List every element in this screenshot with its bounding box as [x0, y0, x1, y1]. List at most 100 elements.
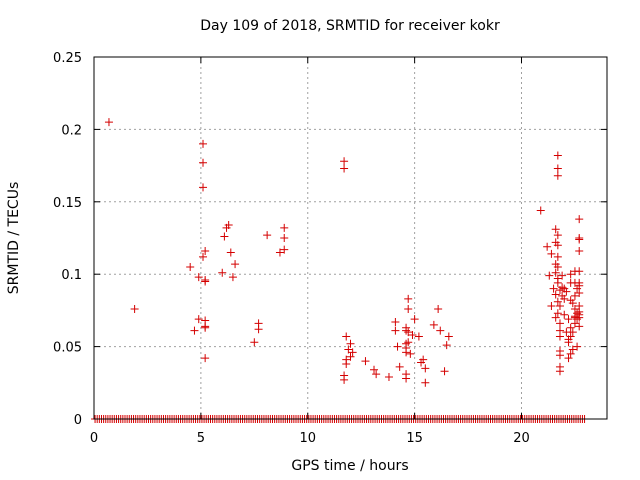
data-point: [404, 304, 413, 313]
data-point: [547, 302, 556, 311]
chart-title: Day 109 of 2018, SRMTID for receiver kok…: [200, 18, 500, 34]
data-point: [545, 271, 554, 280]
data-point: [562, 287, 571, 296]
y-tick-label: 0.25: [53, 51, 82, 66]
data-point: [130, 304, 139, 313]
data-point: [199, 183, 208, 192]
data-point: [566, 270, 575, 279]
data-point: [218, 268, 227, 277]
data-point: [280, 234, 289, 242]
data-point: [104, 118, 113, 127]
data-point: [440, 367, 449, 376]
data-point: [414, 332, 423, 341]
data-point: [560, 310, 569, 319]
data-point: [346, 339, 355, 348]
data-point: [543, 242, 552, 251]
data-point: [186, 262, 195, 271]
data-point: [408, 331, 417, 340]
data-point: [231, 260, 240, 269]
data-point: [568, 299, 577, 308]
data-point: [421, 378, 430, 387]
data-point: [429, 320, 438, 329]
data-point: [436, 326, 445, 335]
data-point: [560, 294, 569, 303]
data-point: [575, 235, 584, 244]
data-point: [553, 309, 562, 318]
data-point: [199, 158, 208, 167]
data-point: [280, 245, 289, 254]
data-point: [421, 364, 430, 373]
x-axis-label: GPS time / hours: [291, 458, 408, 474]
data-point: [551, 313, 560, 322]
data-point: [573, 315, 582, 324]
data-point: [402, 326, 411, 335]
data-point: [564, 354, 573, 363]
data-point: [254, 319, 263, 328]
data-point: [575, 313, 584, 322]
data-point: [564, 315, 573, 324]
data-point: [566, 323, 575, 332]
plot-frame: [93, 56, 608, 420]
data-point: [551, 268, 560, 277]
data-point: [553, 241, 562, 250]
data-point: [280, 223, 289, 232]
data-point: [555, 332, 564, 341]
data-point: [348, 348, 357, 357]
data-point: [402, 348, 411, 357]
data-point: [553, 171, 562, 180]
y-tick-label: 0.2: [61, 123, 82, 138]
data-point: [226, 248, 235, 257]
data-point: [553, 231, 562, 240]
data-point: [573, 342, 582, 351]
data-point: [201, 322, 210, 331]
data-point: [575, 281, 584, 290]
y-tick-label: 0: [74, 413, 82, 428]
y-tick-label: 0.1: [61, 268, 82, 283]
y-tick-label: 0.05: [53, 341, 82, 356]
data-point: [419, 355, 428, 364]
data-point: [404, 294, 413, 303]
data-point: [553, 278, 562, 287]
data-point: [391, 326, 400, 335]
data-point: [404, 328, 413, 337]
data-point: [575, 267, 584, 276]
data-point: [199, 252, 208, 261]
data-points: [91, 118, 589, 423]
data-point: [220, 232, 229, 241]
data-point: [553, 297, 562, 306]
data-point: [228, 273, 237, 282]
data-point: [342, 332, 351, 341]
data-point: [224, 220, 233, 229]
data-point: [553, 151, 562, 160]
data-point: [201, 247, 210, 256]
data-point: [434, 304, 443, 313]
data-point: [393, 342, 402, 351]
data-point: [194, 315, 203, 324]
data-point: [564, 338, 573, 347]
data-point: [444, 332, 453, 341]
data-point: [410, 315, 419, 324]
data-point: [555, 319, 564, 328]
data-point: [575, 215, 584, 224]
data-point: [201, 354, 210, 363]
data-point: [555, 351, 564, 360]
data-point: [551, 225, 560, 234]
data-point: [263, 231, 272, 240]
data-point: [275, 248, 284, 257]
data-point: [372, 370, 381, 379]
data-point: [536, 206, 545, 215]
axis-ticks: 0 5 10 15 20 0 0.05 0.1 0.15 0.2 0.25: [53, 51, 607, 446]
grid: [94, 57, 607, 419]
x-tick-label: 20: [513, 431, 530, 446]
data-point: [553, 262, 562, 271]
data-point: [361, 357, 370, 366]
data-point: [553, 164, 562, 173]
data-point: [340, 375, 349, 384]
data-point: [575, 247, 584, 256]
x-tick-label: 10: [299, 431, 316, 446]
x-tick-label: 15: [406, 431, 423, 446]
data-point: [570, 319, 579, 328]
data-point: [346, 352, 355, 361]
data-point: [575, 322, 584, 331]
data-point: [404, 338, 413, 347]
